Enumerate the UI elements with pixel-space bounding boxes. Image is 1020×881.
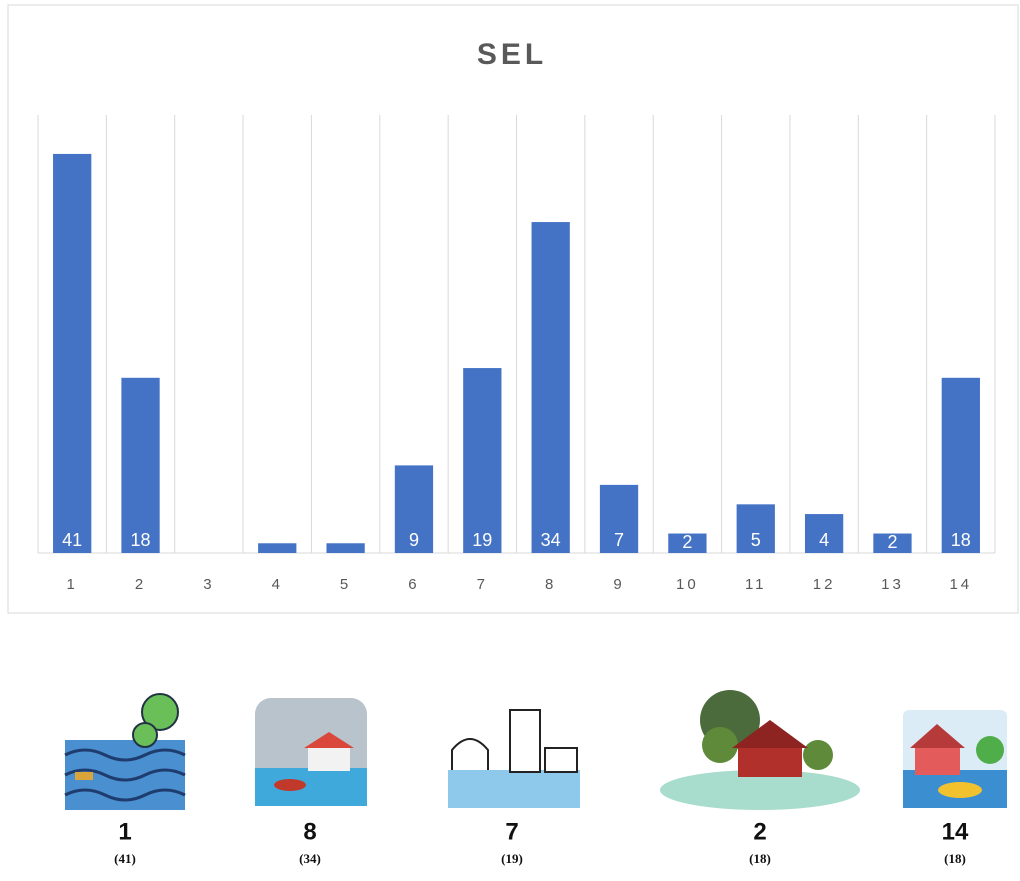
icon-label: 7 bbox=[505, 818, 518, 845]
icon-count: (19) bbox=[501, 851, 523, 866]
icon bbox=[660, 690, 860, 810]
bar bbox=[804, 514, 844, 553]
x-tick-label: 8 bbox=[545, 576, 556, 593]
bar bbox=[121, 377, 160, 553]
data-label: 2 bbox=[887, 532, 897, 552]
data-label: 18 bbox=[951, 530, 971, 550]
x-tick-label: 1 bbox=[67, 576, 78, 593]
bar bbox=[736, 504, 775, 553]
data-label: 19 bbox=[472, 530, 492, 550]
x-tick-label: 13 bbox=[881, 576, 904, 593]
bar bbox=[531, 222, 570, 554]
icon-row bbox=[64, 690, 1007, 810]
bar bbox=[258, 543, 297, 553]
icon-label: 1 bbox=[118, 818, 131, 845]
data-label: 9 bbox=[409, 530, 419, 550]
x-tick-label: 14 bbox=[949, 576, 972, 593]
icon-count: (41) bbox=[114, 851, 136, 866]
x-tick-label: 6 bbox=[408, 576, 419, 593]
data-label: 5 bbox=[751, 530, 761, 550]
x-tick-label: 5 bbox=[340, 576, 351, 593]
icon bbox=[903, 710, 1007, 808]
data-label: 2 bbox=[682, 532, 692, 552]
x-tick-label: 9 bbox=[613, 576, 624, 593]
icon-label: 8 bbox=[303, 818, 316, 845]
data-label: 41 bbox=[62, 530, 82, 550]
bar bbox=[394, 465, 434, 553]
x-tick-label: 10 bbox=[676, 576, 699, 593]
bar bbox=[941, 377, 980, 553]
bar bbox=[599, 484, 639, 553]
x-tick-label: 2 bbox=[135, 576, 146, 593]
bar bbox=[326, 543, 365, 553]
data-label: 34 bbox=[541, 530, 561, 550]
bar bbox=[463, 368, 502, 553]
x-tick-label: 7 bbox=[477, 576, 488, 593]
chart-title: SEL bbox=[477, 38, 547, 71]
x-tick-label: 11 bbox=[745, 576, 767, 593]
bar bbox=[668, 533, 707, 553]
icon bbox=[448, 709, 580, 808]
data-label: 7 bbox=[614, 530, 624, 550]
bar bbox=[873, 533, 912, 553]
icon bbox=[64, 693, 186, 810]
icon-count: (18) bbox=[944, 851, 966, 866]
x-tick-label: 12 bbox=[813, 576, 836, 593]
icon-count: (34) bbox=[299, 851, 321, 866]
icon bbox=[255, 698, 367, 806]
data-label: 18 bbox=[131, 530, 151, 550]
x-tick-label: 3 bbox=[203, 576, 214, 593]
bar bbox=[53, 153, 92, 553]
chart-frame bbox=[7, 4, 1019, 614]
icon-count: (18) bbox=[749, 851, 771, 866]
data-label: 4 bbox=[819, 530, 829, 550]
x-tick-label: 4 bbox=[272, 576, 283, 593]
icon-label: 14 bbox=[942, 818, 969, 845]
icon-label: 2 bbox=[753, 818, 766, 845]
